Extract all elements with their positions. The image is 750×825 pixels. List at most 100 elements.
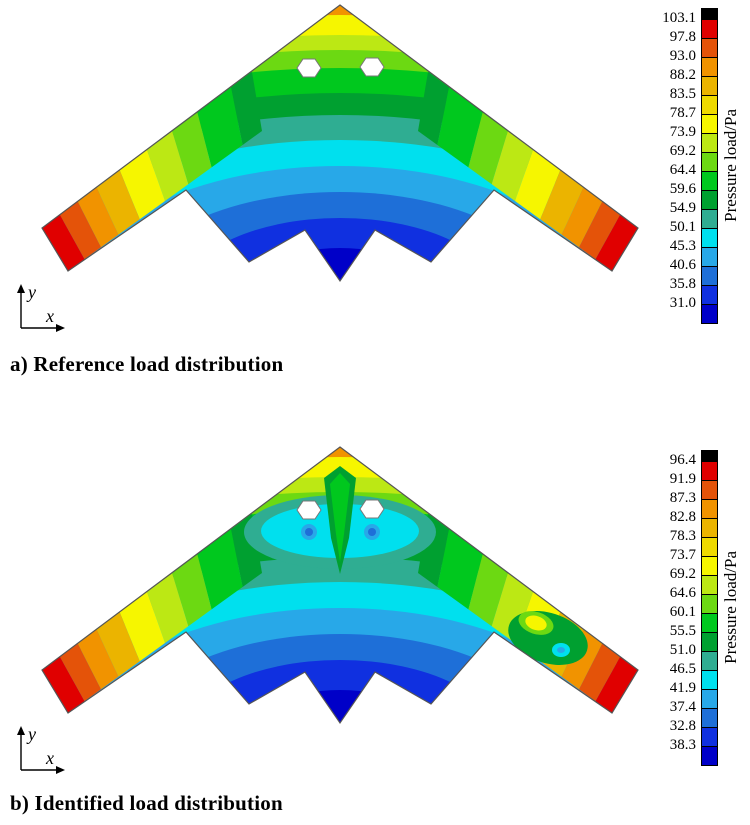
colorbar-tick-label: 69.2 <box>669 566 696 582</box>
colorbar-tick-label: 37.4 <box>669 699 696 715</box>
colorbar-segment <box>702 556 717 575</box>
x-axis-label: x <box>45 306 54 326</box>
colorbar-tick-label: 64.4 <box>669 162 696 178</box>
wing-contour-stripe <box>231 72 262 145</box>
colorbar-tick-label: 60.1 <box>669 604 696 620</box>
wing-contour-stripe <box>491 573 533 643</box>
colorbar-segment <box>702 133 717 152</box>
hexagonal-cutout <box>359 57 385 77</box>
colorbar-segment <box>702 57 717 76</box>
colorbar-segment <box>702 451 717 461</box>
wing-contour-stripe <box>491 131 533 201</box>
colorbar-segment <box>702 266 717 285</box>
colorbar-gradient <box>701 450 718 766</box>
wing-contour-stripe <box>172 112 212 185</box>
colorbar-tick-label: 78.3 <box>669 528 696 544</box>
colorbar-segment <box>702 746 717 765</box>
colorbar-tick-label: 96.4 <box>669 452 696 468</box>
colorbar-segment <box>702 670 717 689</box>
wing-contour-stripe <box>540 170 584 235</box>
colorbar-tick-label: 103.1 <box>662 10 696 26</box>
colorbar-segment <box>702 575 717 594</box>
colorbar-tick-label: 88.2 <box>669 67 696 83</box>
colorbar-segment <box>702 499 717 518</box>
wing-contour-stripe <box>579 201 621 260</box>
colorbar-tick-label: 32.8 <box>669 718 696 734</box>
wing-anomaly <box>557 647 565 653</box>
y-axis-label: y <box>26 282 36 302</box>
hexagonal-cutout <box>296 500 322 520</box>
colorbar-tick-label: 87.3 <box>669 490 696 506</box>
wing-contour-stripe <box>197 529 243 610</box>
axis-indicator <box>17 726 65 774</box>
noise-spot <box>305 528 313 536</box>
colorbar-tick-label: 31.0 <box>669 295 696 311</box>
colorbar-segment <box>702 632 717 651</box>
colorbar-segment <box>702 689 717 708</box>
colorbar-axis-label-b: Pressure load/Pa <box>721 550 740 664</box>
colorbar-tick-label: 38.3 <box>669 737 696 753</box>
caption-b: b) Identified load distribution <box>10 791 283 815</box>
wing-contour-stripe <box>147 131 189 201</box>
wing-contour-stripe <box>418 72 449 145</box>
colorbar-segment <box>702 228 717 247</box>
wing-contour-stripe <box>59 201 101 260</box>
planform-outline <box>41 4 639 283</box>
colorbar-axis-label-a: Pressure load/Pa <box>721 108 740 222</box>
colorbar-segment <box>702 95 717 114</box>
contour-plot-b: yx <box>17 446 639 774</box>
hexagonal-cutout <box>296 58 322 78</box>
colorbar-segment <box>702 651 717 670</box>
wing-contour-stripe <box>437 529 483 610</box>
y-axis-arrow-icon <box>17 284 25 293</box>
colorbar-tick-label: 35.8 <box>669 276 696 292</box>
wing-contour-stripe <box>197 87 243 168</box>
colorbar-segment <box>702 304 717 323</box>
wing-contour-stripe <box>172 554 212 627</box>
colorbar-tick-label: 55.5 <box>669 623 696 639</box>
colorbar-segment <box>702 708 717 727</box>
axis-indicator <box>17 284 65 332</box>
colorbar-segment <box>702 190 717 209</box>
colorbar-tick-label: 97.8 <box>669 29 696 45</box>
wing-anomaly <box>525 615 547 631</box>
colorbar-segment <box>702 171 717 190</box>
colorbar-tick-label: 73.9 <box>669 124 696 140</box>
wing-contour-stripe <box>579 643 621 702</box>
colorbar-tick-label: 73.7 <box>669 547 696 563</box>
colorbar-tick-label: 46.5 <box>669 661 696 677</box>
centerline-spike <box>330 473 350 562</box>
colorbar-gradient <box>701 8 718 324</box>
colorbar-segment <box>702 38 717 57</box>
wing-contour-stripe <box>595 214 638 271</box>
colorbar-segment <box>702 285 717 304</box>
wing-contour-stripe <box>561 187 603 248</box>
colorbar-tick-label: 91.9 <box>669 471 696 487</box>
noise-spot <box>368 528 376 536</box>
colorbar-tick-label: 64.6 <box>669 585 696 601</box>
colorbar-segment <box>702 461 717 480</box>
colorbar-segment <box>702 209 717 228</box>
wing-contour-stripe <box>77 187 119 248</box>
colorbar-tick-label: 54.9 <box>669 200 696 216</box>
wing-contour-stripe <box>59 643 101 702</box>
colorbar-segment <box>702 247 717 266</box>
y-axis-label: y <box>26 724 36 744</box>
wing-contour-stripe <box>42 214 85 271</box>
colorbar-tick-label: 78.7 <box>669 105 696 121</box>
colorbar-tick-label: 41.9 <box>669 680 696 696</box>
colorbar-segment <box>702 613 717 632</box>
wing-contour-stripe <box>515 150 561 220</box>
x-axis-arrow-icon <box>56 324 65 332</box>
caption-a: a) Reference load distribution <box>10 352 284 376</box>
colorbar-tick-label: 40.6 <box>669 257 696 273</box>
wing-contour-stripe <box>96 170 140 235</box>
colorbar-tick-label: 45.3 <box>669 238 696 254</box>
colorbar-tick-label: 51.0 <box>669 642 696 658</box>
colorbar-tick-label: 93.0 <box>669 48 696 64</box>
contour-plot-a: yx <box>17 4 639 332</box>
colorbar-segment <box>702 9 717 19</box>
colorbar-segment <box>702 19 717 38</box>
wing-contour-stripe <box>561 629 603 690</box>
